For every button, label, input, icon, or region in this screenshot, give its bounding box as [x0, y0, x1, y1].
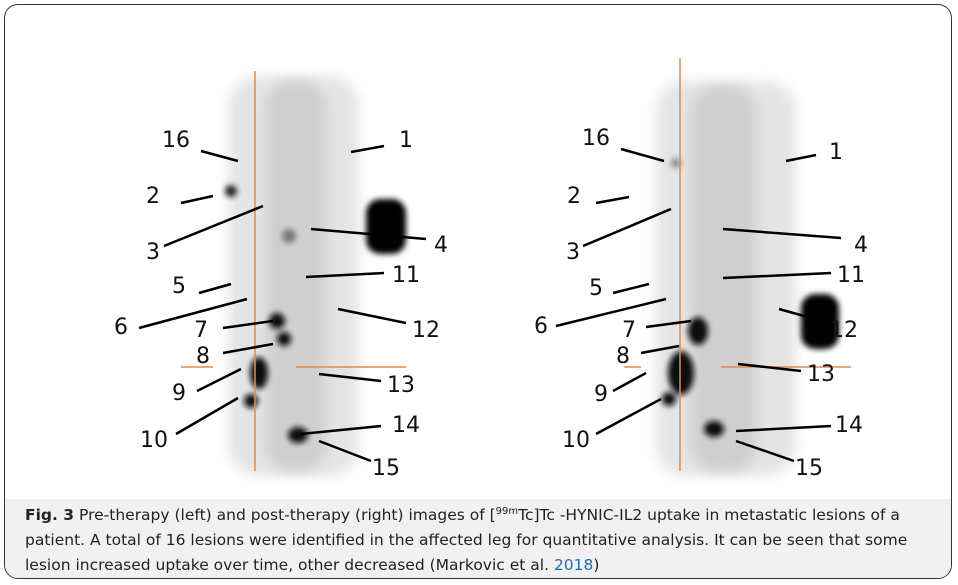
caption: Fig. 3 Pre-therapy (left) and post-thera…	[25, 503, 929, 578]
lesion	[269, 313, 285, 329]
lesion-label: 5	[589, 276, 603, 301]
lesion	[288, 427, 308, 443]
lesion-label: 1	[399, 128, 413, 153]
leader-line	[196, 367, 242, 393]
lesion-label: 15	[372, 456, 400, 481]
caption-text: Tc]Tc -HYNIC-IL2 uptake in metastatic le…	[25, 506, 908, 574]
lesion-label: 1	[829, 140, 843, 165]
lesion-label: 16	[582, 126, 610, 151]
leader-line	[612, 282, 650, 295]
lesion-label: 7	[194, 318, 208, 343]
lesion-label: 11	[392, 263, 420, 288]
caption-label: Fig. 3	[25, 506, 75, 524]
leader-line	[310, 227, 427, 241]
lesion-label: 6	[114, 315, 128, 340]
lesion	[277, 332, 291, 346]
lesion-label: 7	[622, 318, 636, 343]
figure-frame: 1 2 3 4 5 6 7 8 9 10 11 12 13 14 15 16 1 2 3 4 5 6 7 8 9 10 11 12 13…	[4, 4, 952, 579]
leader-line	[778, 307, 830, 325]
lesion-label: 11	[837, 263, 865, 288]
caption-superscript: 99m	[495, 505, 519, 517]
leader-line	[198, 282, 232, 295]
lesion	[668, 351, 694, 395]
leader-line	[722, 227, 842, 240]
lesion-label: 13	[807, 362, 835, 387]
lesion	[704, 421, 724, 437]
lesion-label: 16	[162, 128, 190, 153]
lesion	[244, 394, 258, 408]
citation-link[interactable]: 2018	[553, 556, 594, 574]
lesion-label: 10	[140, 428, 168, 453]
leader-line	[318, 372, 382, 383]
leader-line	[180, 194, 214, 205]
leader-line	[200, 149, 239, 163]
lesion-label: 15	[795, 456, 823, 481]
lesion-label: 3	[146, 240, 160, 265]
leader-line	[737, 362, 802, 373]
lesion-label: 12	[412, 318, 440, 343]
scan-art	[181, 58, 851, 476]
leader-line	[785, 153, 817, 163]
lesion-label: 12	[830, 318, 858, 343]
caption-background	[5, 499, 951, 578]
lesion-label: 9	[172, 381, 186, 406]
leader-line	[735, 439, 795, 463]
lesion-label: 13	[387, 373, 415, 398]
leader-line	[722, 271, 832, 280]
lesion-label: 4	[434, 233, 448, 258]
leader-line	[612, 371, 647, 393]
lesion-label: 4	[854, 233, 868, 258]
lesion	[282, 229, 296, 243]
lesion-label: 8	[616, 344, 630, 369]
lesion	[688, 317, 708, 345]
leader-line	[305, 271, 385, 279]
leader-line	[595, 195, 630, 205]
leader-line	[620, 147, 665, 163]
lesion-label: 10	[562, 428, 590, 453]
scan-bone	[266, 81, 326, 471]
leader-line	[595, 397, 662, 436]
caption-text: )	[593, 556, 600, 574]
leader-line	[582, 207, 672, 248]
lesion-label: 8	[196, 344, 210, 369]
lesion	[671, 158, 681, 168]
leader-line	[138, 297, 248, 330]
leader-line	[640, 344, 680, 355]
lesion-label: 14	[835, 413, 863, 438]
caption-text: Pre-therapy (left) and post-therapy (rig…	[79, 506, 496, 524]
lesion	[662, 392, 676, 406]
leader-line	[163, 204, 264, 248]
lesion-label: 2	[146, 184, 160, 209]
lesion-label: 9	[594, 382, 608, 407]
leader-line	[175, 396, 239, 436]
leader-line	[350, 144, 385, 154]
leader-line	[300, 424, 382, 436]
leader-line	[555, 297, 667, 328]
leader-line	[645, 319, 692, 329]
leader-line	[222, 319, 274, 330]
lesion-label: 5	[172, 274, 186, 299]
lesion-label: 3	[566, 240, 580, 265]
lesion	[250, 357, 268, 389]
leader-line	[222, 342, 274, 355]
lesion	[225, 185, 237, 197]
leader-line	[735, 424, 832, 433]
lesion	[366, 199, 406, 254]
leader-line	[318, 439, 372, 463]
leader-line	[337, 307, 407, 325]
lesion-label: 14	[392, 413, 420, 438]
lesion-label: 6	[534, 314, 548, 339]
lesion-label: 2	[567, 184, 581, 209]
